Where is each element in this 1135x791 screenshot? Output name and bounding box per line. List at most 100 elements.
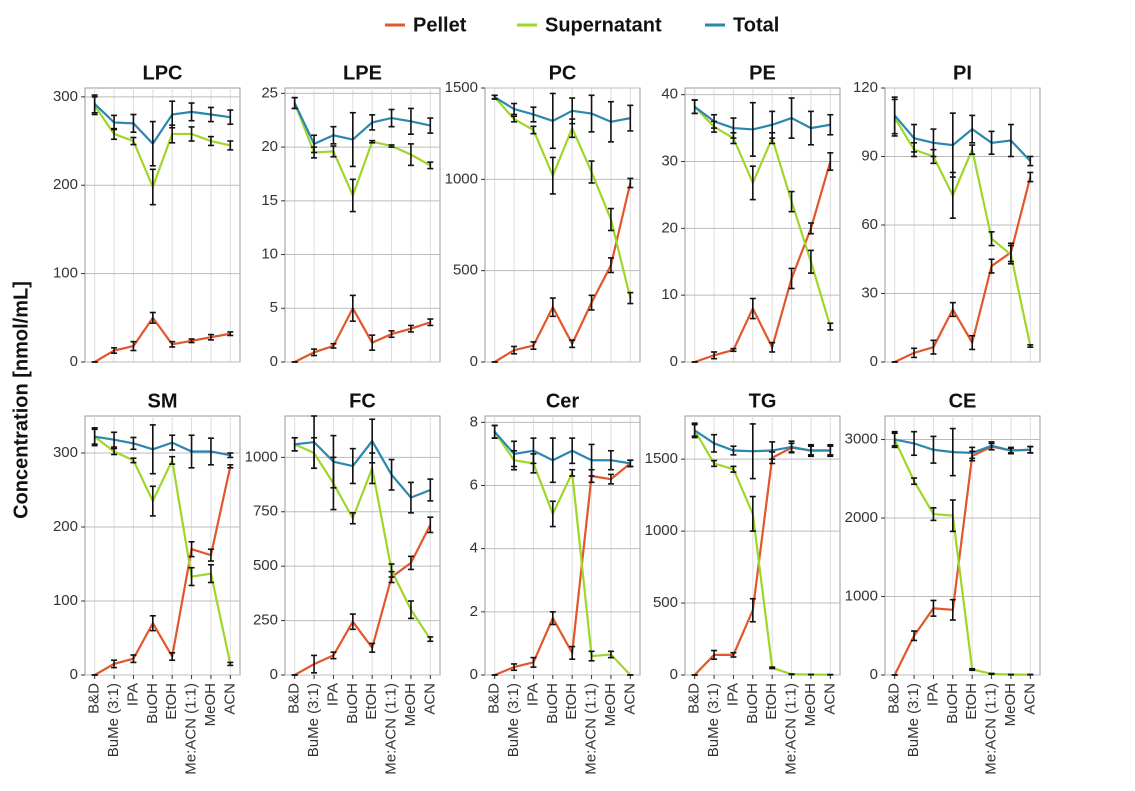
error-bar — [227, 452, 234, 459]
error-bar — [930, 339, 937, 355]
error-bar — [711, 351, 718, 360]
error-bar — [511, 663, 518, 672]
panel-background — [484, 415, 641, 676]
error-bar — [91, 427, 98, 447]
error-bar — [769, 666, 776, 670]
y-tick-label: 500 — [453, 262, 478, 279]
error-bar — [349, 613, 356, 631]
error-bar — [330, 145, 337, 158]
x-tick-label: ACN — [421, 683, 438, 715]
y-tick-label: 300 — [53, 88, 78, 105]
error-bar — [807, 110, 814, 146]
error-bar — [827, 322, 834, 331]
panel-title: Cer — [546, 390, 580, 412]
y-tick-label: 1000 — [245, 448, 278, 465]
error-bar — [769, 441, 776, 460]
x-tick-label: MeOH — [1002, 683, 1019, 726]
y-tick-label: 40 — [661, 86, 678, 103]
x-tick-label: B&D — [486, 683, 503, 714]
error-bar — [169, 434, 176, 451]
x-tick-label: Me:ACN (1:1) — [383, 683, 400, 775]
error-bar — [130, 340, 137, 352]
y-tick-label: 60 — [861, 216, 878, 233]
series-line — [94, 435, 232, 665]
error-bar — [407, 481, 414, 514]
error-bar — [111, 659, 118, 669]
error-bar — [949, 112, 956, 178]
error-bar — [149, 614, 156, 632]
error-bar — [130, 113, 137, 133]
y-tick-label: 10 — [261, 246, 278, 263]
error-bar — [588, 650, 595, 662]
error-bar — [227, 464, 234, 469]
error-bar — [588, 443, 595, 477]
error-bar — [330, 125, 337, 145]
y-tick-label: 120 — [853, 79, 878, 96]
series-line — [694, 105, 831, 131]
series-line — [493, 431, 631, 465]
x-tick-label: Me:ACN (1:1) — [783, 683, 800, 775]
error-bar — [407, 555, 414, 571]
y-tick-label: 750 — [253, 503, 278, 520]
y-tick-label: 0 — [470, 666, 478, 683]
error-bar — [207, 437, 214, 466]
error-bar — [207, 106, 214, 123]
series-line — [894, 438, 1031, 454]
error-bar — [827, 443, 834, 458]
series-line — [893, 117, 1032, 347]
error-bar — [369, 642, 376, 653]
error-bar — [569, 645, 576, 661]
panel-background — [484, 87, 641, 363]
error-bar — [627, 291, 634, 305]
error-bar — [111, 114, 118, 131]
y-tick-label: 250 — [253, 612, 278, 629]
series-line — [694, 161, 832, 364]
y-tick-label: 0 — [670, 666, 678, 683]
y-tick-label: 0 — [70, 353, 78, 370]
error-bar — [988, 672, 995, 676]
x-tick-label: B&D — [86, 683, 103, 714]
error-bar — [911, 477, 918, 486]
x-tick-label: MeOH — [402, 683, 419, 726]
error-bar — [369, 418, 376, 464]
y-tick-label: 0 — [670, 353, 678, 370]
error-bar — [607, 207, 614, 232]
y-tick-label: 500 — [653, 594, 678, 611]
error-bar — [130, 654, 137, 664]
x-tick-label: Me:ACN (1:1) — [183, 683, 200, 775]
y-tick-label: 500 — [253, 557, 278, 574]
error-bar — [969, 114, 976, 144]
y-tick-label: 15 — [261, 192, 278, 209]
error-bar — [569, 437, 576, 465]
error-bar — [111, 431, 118, 448]
y-tick-label: 20 — [661, 219, 678, 236]
error-bar — [730, 347, 737, 353]
y-tick-label: 8 — [470, 413, 478, 430]
error-bar — [427, 117, 434, 134]
error-bar — [1027, 155, 1034, 167]
error-bar — [807, 222, 814, 235]
series-line — [894, 176, 1032, 363]
error-bar — [130, 457, 137, 464]
error-bar — [427, 318, 434, 327]
error-bar — [1027, 445, 1034, 454]
y-tick-label: 25 — [261, 84, 278, 101]
y-tick-label: 300 — [53, 444, 78, 461]
error-bar — [930, 507, 937, 522]
error-bar — [930, 435, 937, 464]
error-bar — [691, 99, 698, 115]
series-line — [94, 315, 231, 363]
error-bar — [627, 459, 634, 468]
x-tick-label: BuMe (3:1) — [505, 683, 522, 757]
y-axis-label: Concentration [nmol/mL] — [10, 281, 32, 519]
x-tick-label: Me:ACN (1:1) — [583, 683, 600, 775]
error-bar — [349, 294, 356, 322]
x-tick-label: IPA — [724, 683, 741, 706]
y-tick-label: 0 — [870, 666, 878, 683]
error-bar — [427, 516, 434, 534]
panel-title: CE — [949, 390, 977, 412]
error-bar — [369, 139, 376, 144]
x-tick-label: ACN — [1021, 683, 1038, 715]
error-bar — [130, 436, 137, 451]
x-tick-label: B&D — [286, 683, 303, 714]
